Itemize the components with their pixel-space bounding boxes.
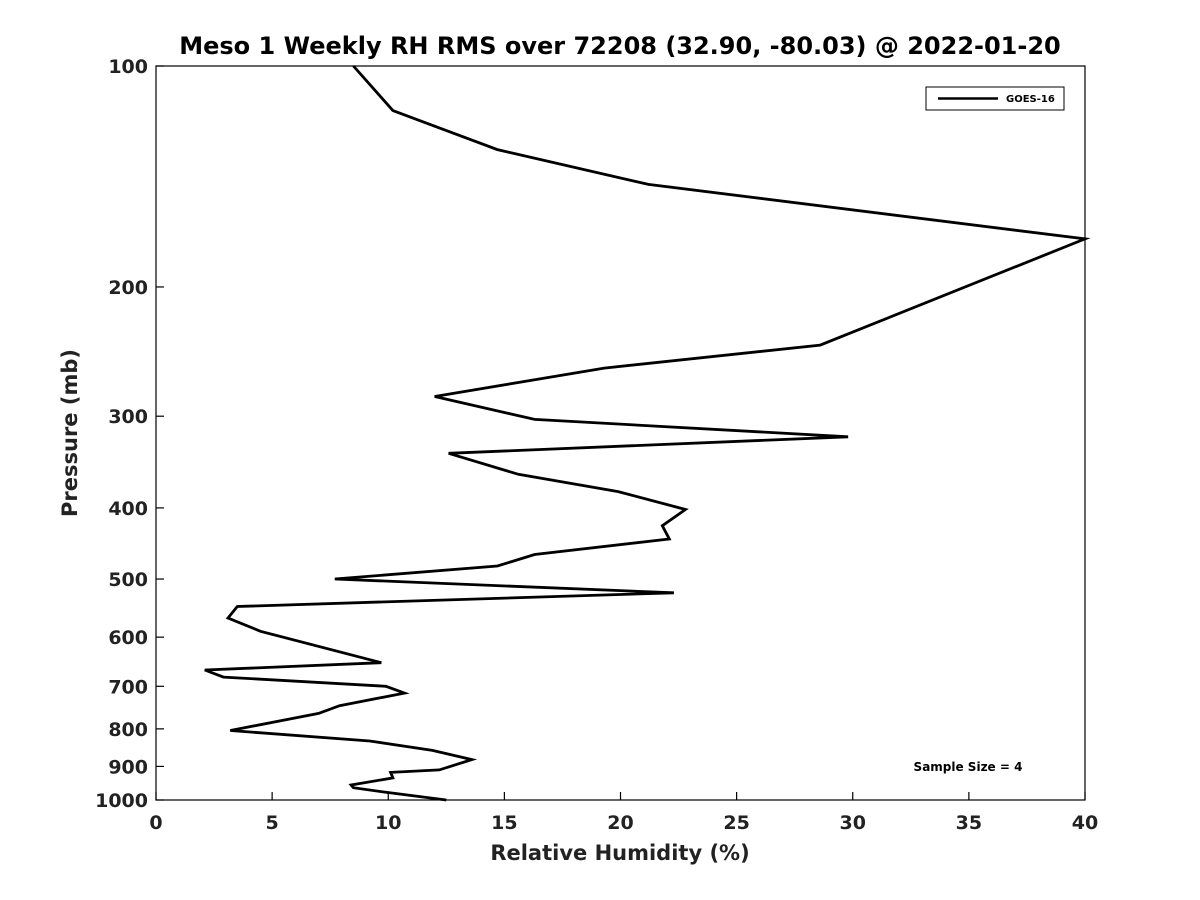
chart-title: Meso 1 Weekly RH RMS over 72208 (32.90, …: [179, 32, 1061, 60]
x-tick-label: 5: [266, 812, 279, 834]
y-tick-label: 200: [108, 277, 148, 299]
y-tick-label: 400: [108, 498, 148, 520]
x-tick-label: 0: [149, 812, 162, 834]
x-tick-label: 25: [723, 812, 749, 834]
x-axis: 0 5 10 15 20 25 30 35 40: [149, 792, 1098, 834]
y-tick-label: 900: [108, 756, 148, 778]
y-tick-label: 1000: [95, 790, 148, 812]
x-tick-label: 10: [375, 812, 401, 834]
y-tick-label: 600: [108, 627, 148, 649]
y-tick-label: 700: [108, 676, 148, 698]
y-tick-label: 500: [108, 569, 148, 591]
x-tick-label: 35: [956, 812, 982, 834]
legend-label-goes-16: GOES-16: [1006, 94, 1055, 105]
y-tick-label: 100: [108, 56, 148, 78]
plot-frame: [155, 65, 1086, 801]
x-tick-label: 30: [840, 812, 866, 834]
x-tick-label: 40: [1072, 812, 1098, 834]
y-axis-label: Pressure (mb): [58, 349, 82, 517]
x-axis-label: Relative Humidity (%): [490, 841, 749, 865]
legend: GOES-16: [925, 86, 1065, 111]
sample-size-annotation: Sample Size = 4: [914, 760, 1023, 774]
y-axis: 100 200 300 400 500 600 700 800 900 1000: [95, 56, 164, 812]
series-line-goes-16: [204, 65, 1091, 802]
x-tick-label: 15: [491, 812, 517, 834]
x-tick-label: 20: [607, 812, 633, 834]
plot-area: 0 5 10 15 20 25 30 35 40 100 200 300 400 500 600 700 80…: [95, 56, 1098, 834]
series-layer: [204, 65, 1091, 802]
y-tick-label: 800: [108, 719, 148, 741]
y-tick-label: 300: [108, 406, 148, 428]
